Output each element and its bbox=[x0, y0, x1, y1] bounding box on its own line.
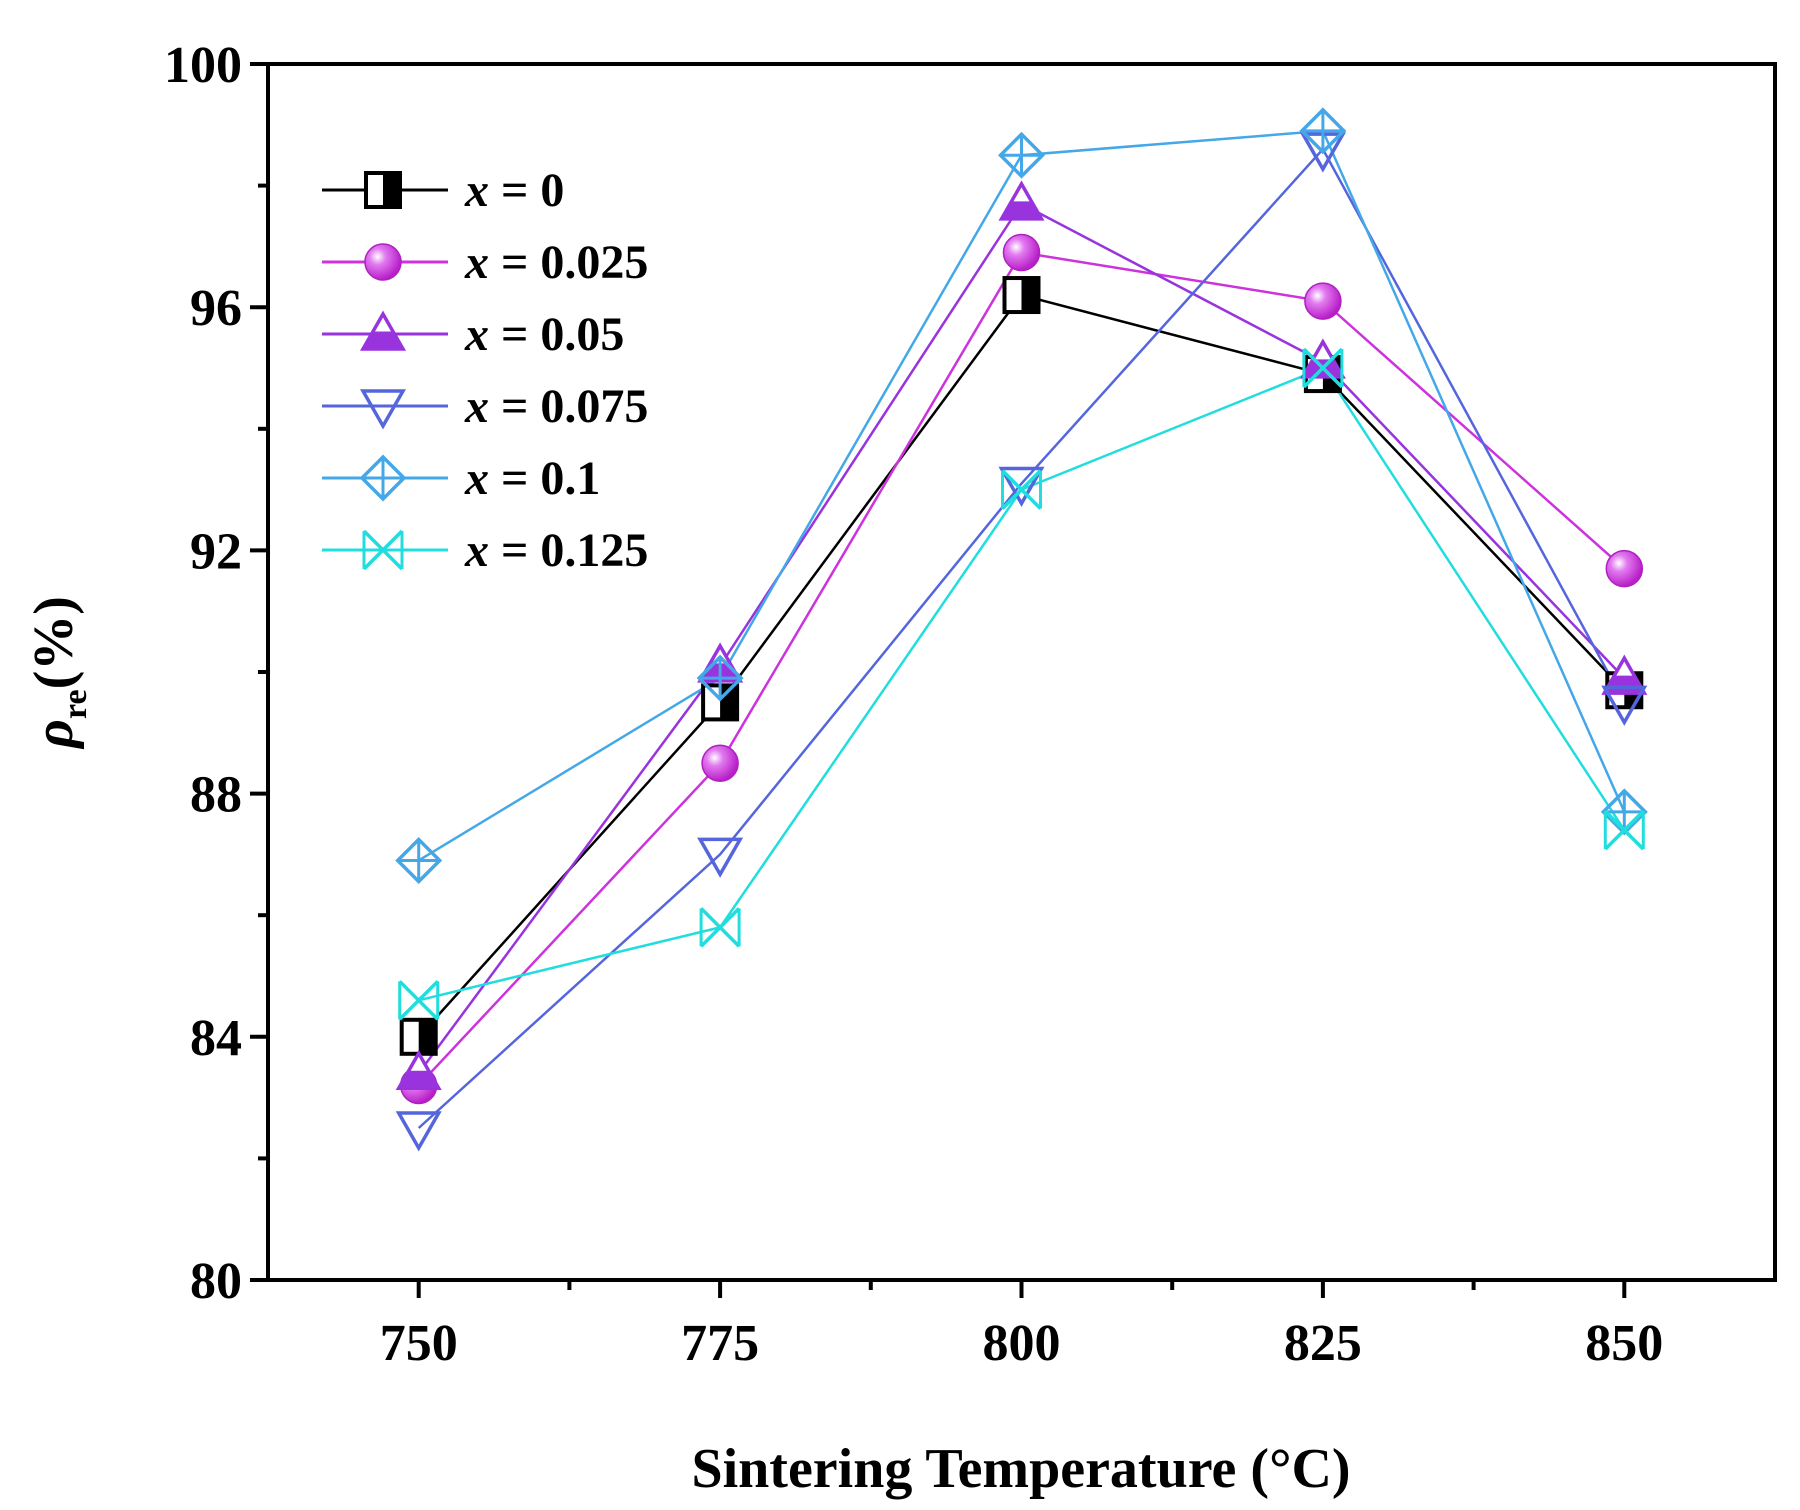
data-point-s5-4 bbox=[1603, 809, 1645, 851]
legend-label-var: x bbox=[464, 380, 489, 433]
y-tick-label: 88 bbox=[190, 767, 242, 824]
data-point-s5-3 bbox=[1302, 347, 1344, 389]
data-point-s1-2 bbox=[1002, 233, 1041, 272]
data-point-s5-2 bbox=[1001, 469, 1042, 510]
y-tick-label: 84 bbox=[190, 1010, 242, 1067]
data-point-s2-0 bbox=[395, 1049, 442, 1091]
legend-label-var: x bbox=[464, 164, 489, 217]
legend-item: x = 0.025 bbox=[322, 236, 648, 289]
series-markers bbox=[395, 107, 1648, 1152]
legend-label-var: x bbox=[464, 236, 489, 289]
data-point-s1-3 bbox=[1304, 282, 1342, 320]
legend-label: x = 0.125 bbox=[464, 524, 648, 577]
legend-label-var: x bbox=[464, 452, 489, 505]
data-point-s5-0 bbox=[398, 980, 440, 1021]
y-axis-title: ρre(%) bbox=[23, 596, 94, 750]
data-point-s5-1 bbox=[699, 907, 741, 948]
y-tick-label: 100 bbox=[164, 37, 242, 94]
legend-marker bbox=[362, 529, 404, 571]
data-point-s3-1 bbox=[697, 837, 744, 878]
data-point-s3-4 bbox=[1601, 685, 1648, 726]
x-tick-label: 750 bbox=[380, 1315, 458, 1372]
legend-item: x = 0 bbox=[322, 164, 564, 217]
x-tick-label: 800 bbox=[983, 1315, 1061, 1372]
legend-marker bbox=[359, 389, 407, 430]
data-point-s3-0 bbox=[395, 1111, 442, 1152]
data-point-s4-4 bbox=[1600, 788, 1648, 836]
x-tick-label: 825 bbox=[1284, 1315, 1362, 1372]
legend-item: x = 0.1 bbox=[322, 452, 600, 505]
y-axis-subscript: re bbox=[57, 689, 94, 719]
legend-label-value: = 0 bbox=[489, 164, 564, 217]
data-point-s1-4 bbox=[1605, 549, 1644, 588]
x-tick-label: 850 bbox=[1585, 1315, 1663, 1372]
data-point-s4-1 bbox=[696, 654, 744, 702]
legend-marker bbox=[364, 243, 402, 281]
legend-marker bbox=[359, 454, 407, 502]
legend-item: x = 0.05 bbox=[322, 308, 624, 361]
y-tick-label: 96 bbox=[190, 280, 242, 337]
data-point-s4-3 bbox=[1299, 107, 1347, 155]
legend-label: x = 0.025 bbox=[464, 236, 648, 289]
data-point-s0-2 bbox=[1002, 276, 1041, 315]
legend-item: x = 0.075 bbox=[322, 380, 648, 433]
legend-label-value: = 0.05 bbox=[489, 308, 624, 361]
legend-item: x = 0.125 bbox=[322, 524, 648, 577]
legend-marker bbox=[359, 310, 407, 351]
y-tick-label: 92 bbox=[190, 523, 242, 580]
data-point-s0-0 bbox=[399, 1017, 438, 1056]
legend-label: x = 0.075 bbox=[464, 380, 648, 433]
series-line-1 bbox=[417, 251, 1626, 1087]
legend-label-value: = 0.1 bbox=[489, 452, 600, 505]
legend-label-value: = 0.075 bbox=[489, 380, 648, 433]
y-axis: 80 84 88 92 96 100 bbox=[164, 37, 268, 1310]
legend-label-var: x bbox=[464, 524, 489, 577]
y-tick-label: 80 bbox=[190, 1253, 242, 1310]
legend-label-value: = 0.125 bbox=[489, 524, 648, 577]
legend-marker bbox=[364, 171, 402, 209]
series-line-3 bbox=[417, 146, 1626, 1129]
data-point-s2-2 bbox=[998, 180, 1045, 221]
data-point-s3-2 bbox=[998, 466, 1045, 508]
x-axis-title: Sintering Temperature (°C) bbox=[691, 1438, 1350, 1500]
legend-label: x = 0 bbox=[464, 164, 564, 217]
data-point-s4-0 bbox=[395, 837, 443, 884]
legend-label-value: = 0.025 bbox=[489, 236, 648, 289]
x-axis: 750 775 800 825 850 bbox=[380, 1280, 1663, 1372]
legend-label: x = 0.1 bbox=[464, 452, 600, 505]
legend-label-var: x bbox=[464, 308, 489, 361]
legend-label: x = 0.05 bbox=[464, 308, 624, 361]
y-axis-symbol: ρ bbox=[23, 719, 85, 750]
data-point-s4-2 bbox=[998, 131, 1045, 179]
data-point-s1-1 bbox=[701, 744, 739, 782]
y-axis-unit: (%) bbox=[23, 596, 85, 689]
x-tick-label: 775 bbox=[681, 1315, 759, 1372]
